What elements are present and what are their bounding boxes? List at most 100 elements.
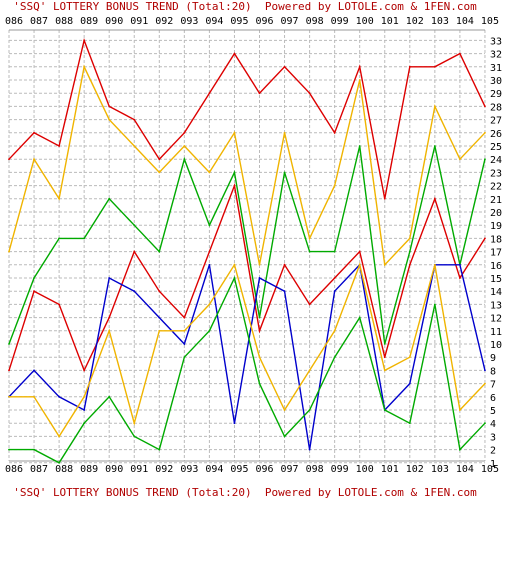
series-5-point-095	[233, 422, 236, 425]
x-tick-top-103: 103	[431, 16, 449, 27]
y-tick-9: 9	[490, 353, 496, 364]
series-6-point-102	[408, 356, 411, 359]
series-2-point-092	[158, 171, 161, 174]
x-tick-top-105: 105	[481, 16, 499, 27]
series-5-point-094	[208, 263, 211, 266]
series-1-point-102	[408, 65, 411, 68]
series-4-point-090	[108, 316, 111, 319]
series-5-point-102	[408, 382, 411, 385]
x-tick-bottom-095: 095	[230, 464, 248, 475]
x-tick-bottom-097: 097	[281, 464, 299, 475]
y-tick-22: 22	[490, 182, 502, 193]
series-1-point-097	[283, 65, 286, 68]
series-1-point-093	[183, 131, 186, 134]
series-7-point-093	[183, 356, 186, 359]
x-tick-bottom-103: 103	[431, 464, 449, 475]
series-6-point-096	[258, 356, 261, 359]
y-tick-19: 19	[490, 221, 502, 232]
series-5-point-096	[258, 277, 261, 279]
x-tick-bottom-094: 094	[205, 464, 223, 475]
x-tick-top-101: 101	[381, 16, 399, 27]
series-1-point-090	[108, 105, 111, 108]
series-1-point-098	[308, 92, 311, 95]
series-2-point-086	[8, 250, 10, 253]
y-tick-6: 6	[490, 393, 496, 404]
series-1-point-099	[333, 131, 336, 134]
series-2-point-101	[383, 263, 386, 266]
series-3-point-089	[83, 237, 86, 240]
series-4-point-094	[208, 250, 211, 253]
series-6-point-091	[133, 422, 136, 425]
x-tick-top-086: 086	[5, 16, 23, 27]
y-tick-17: 17	[490, 248, 502, 259]
series-1-point-105	[484, 105, 486, 108]
series-1-point-089	[83, 39, 86, 42]
series-5-point-104	[459, 263, 461, 266]
x-tick-bottom-091: 091	[130, 464, 148, 475]
x-tick-bottom-096: 096	[255, 464, 273, 475]
series-4-point-093	[183, 316, 186, 319]
x-tick-bottom-088: 088	[55, 464, 73, 475]
series-5-point-105	[484, 369, 486, 372]
x-tick-bottom-101: 101	[381, 464, 399, 475]
series-6-point-103	[433, 263, 436, 266]
series-6-point-097	[283, 409, 286, 411]
series-7-point-103	[433, 303, 436, 306]
series-3-point-087	[33, 277, 35, 279]
series-1-point-091	[133, 118, 136, 121]
y-tick-7: 7	[490, 380, 496, 391]
series-7-point-101	[383, 409, 386, 411]
y-tick-15: 15	[490, 274, 502, 285]
x-tick-top-096: 096	[255, 16, 273, 27]
y-tick-30: 30	[490, 76, 502, 87]
series-3-point-100	[358, 145, 361, 147]
series-4-point-101	[383, 356, 386, 359]
series-4-point-102	[408, 263, 411, 266]
y-tick-2: 2	[490, 446, 496, 457]
series-3-point-095	[233, 171, 236, 174]
y-tick-24: 24	[490, 155, 502, 166]
series-3-point-098	[308, 250, 311, 253]
series-7-point-092	[158, 448, 161, 451]
series-2-point-096	[258, 263, 261, 266]
y-tick-12: 12	[490, 314, 502, 325]
y-tick-3: 3	[490, 432, 496, 443]
series-3-point-105	[484, 158, 486, 161]
x-tick-top-094: 094	[205, 16, 223, 27]
series-5-point-092	[158, 316, 161, 319]
series-2-point-098	[308, 237, 311, 240]
series-1-point-086	[8, 158, 10, 161]
series-7-point-097	[283, 435, 286, 438]
series-7-point-086	[8, 448, 10, 451]
series-1-point-096	[258, 92, 261, 95]
series-line-5	[8, 263, 486, 450]
series-3-point-099	[333, 250, 336, 253]
series-5-point-099	[333, 290, 336, 293]
y-tick-4: 4	[490, 419, 496, 430]
x-tick-top-100: 100	[356, 16, 374, 27]
chart-title-top: 'SSQ' LOTTERY BONUS TREND (Total:20) Pow…	[13, 0, 477, 13]
y-tick-23: 23	[490, 168, 502, 179]
y-tick-25: 25	[490, 142, 502, 153]
series-1-point-088	[58, 145, 60, 147]
x-tick-bottom-086: 086	[5, 464, 23, 475]
series-1-point-103	[433, 65, 436, 68]
series-7-point-090	[108, 395, 111, 398]
y-tick-28: 28	[490, 102, 502, 113]
series-1-point-095	[233, 52, 236, 55]
series-6-point-101	[383, 369, 386, 372]
series-1-point-087	[33, 131, 35, 134]
x-tick-top-088: 088	[55, 16, 73, 27]
series-5-point-093	[183, 343, 186, 345]
x-tick-labels-bottom: 086 087 088 089 090 091 092 093 094 095 096 097 098 0…	[5, 464, 499, 475]
series-3-point-092	[158, 250, 161, 253]
x-tick-top-097: 097	[281, 16, 299, 27]
x-tick-top-090: 090	[105, 16, 123, 27]
series-4-point-104	[459, 277, 461, 279]
y-tick-26: 26	[490, 129, 502, 140]
series-3-point-088	[58, 237, 60, 240]
series-2-point-091	[133, 145, 136, 147]
y-tick-21: 21	[490, 195, 502, 206]
y-tick-14: 14	[490, 287, 502, 298]
